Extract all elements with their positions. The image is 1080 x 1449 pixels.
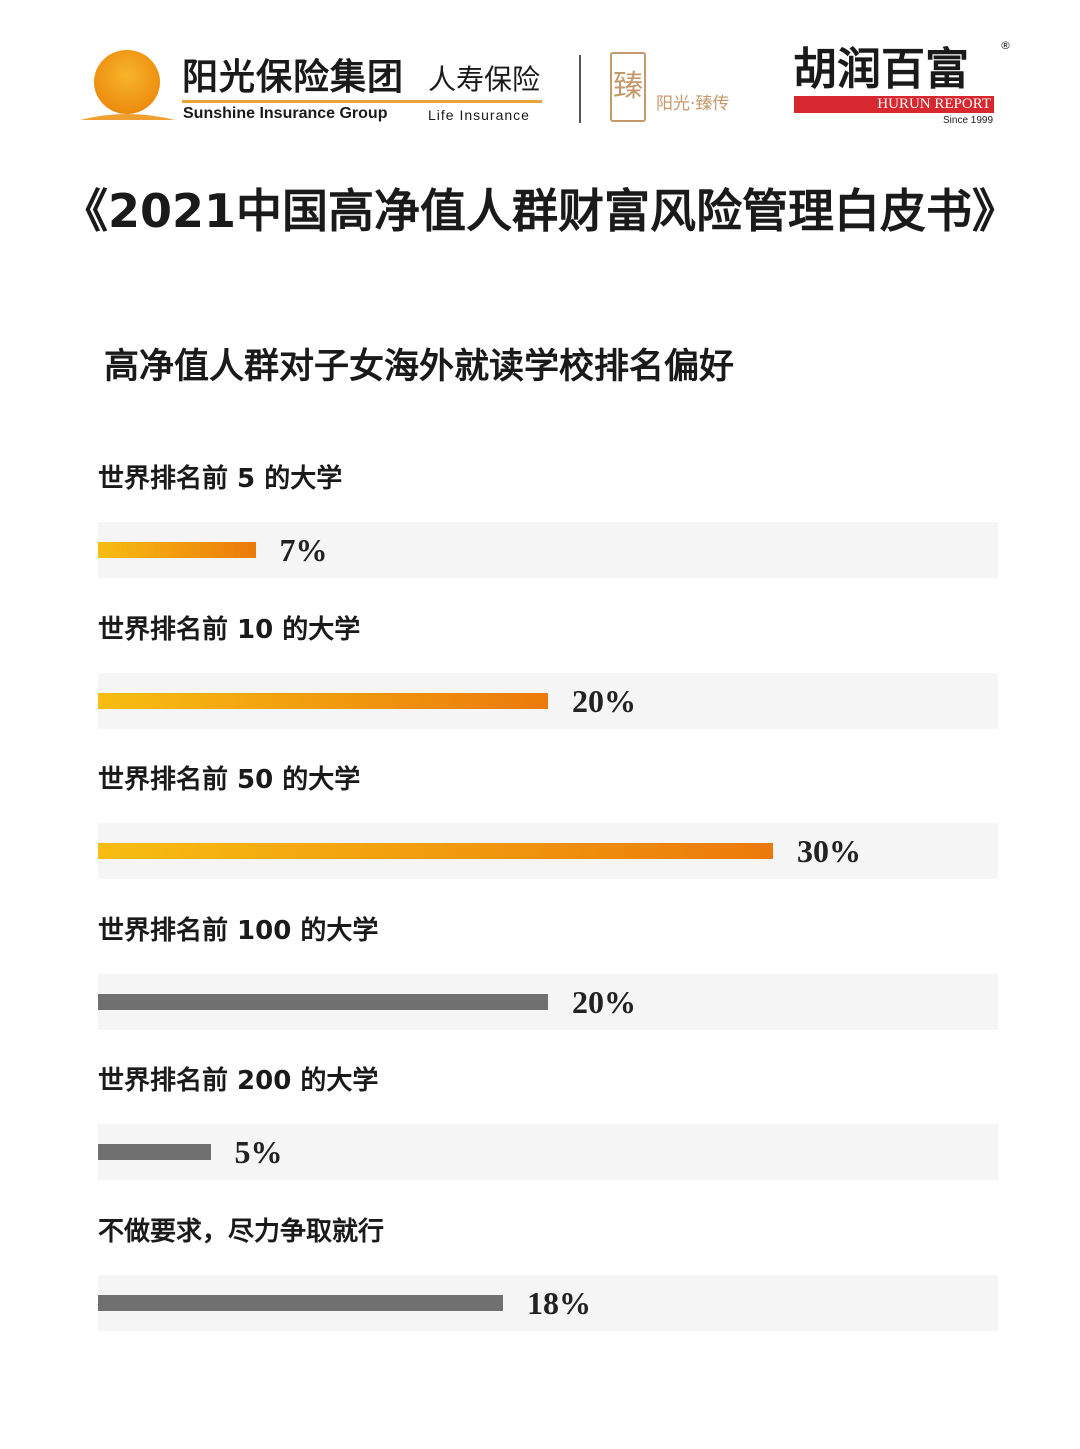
chart-title: 高净值人群对子女海外就读学校排名偏好: [104, 347, 735, 387]
category-label: 世界排名前 200 的大学: [98, 1066, 379, 1096]
bar-track: 7%: [98, 522, 998, 578]
bar-track: 18%: [98, 1274, 998, 1331]
bar: [98, 1144, 211, 1160]
sunshine-brand-cn: 阳光保险集团: [182, 57, 405, 98]
brand-underline: [182, 100, 542, 103]
bar: [98, 843, 773, 859]
bar-track: 30%: [98, 823, 998, 879]
bar-track: 20%: [98, 973, 998, 1030]
value-label: 5%: [234, 1134, 283, 1170]
life-insurance-en: Life Insurance: [428, 107, 530, 123]
category-label: 世界排名前 100 的大学: [98, 915, 379, 946]
category-label: 不做要求，尽力争取就行: [98, 1216, 385, 1247]
bar: [98, 993, 548, 1010]
value-label: 18%: [527, 1284, 591, 1321]
value-label: 20%: [572, 983, 636, 1020]
hurun-logo-cn: 胡润百富: [793, 44, 969, 95]
registered-mark: ®: [1000, 39, 1011, 52]
category-label: 世界排名前 10 的大学: [98, 614, 361, 645]
category-label: 世界排名前 5 的大学: [98, 464, 343, 494]
life-insurance-cn: 人寿保险: [428, 63, 541, 96]
hurun-since: Since 1999: [943, 115, 994, 126]
sunshine-logo-icon: [80, 50, 175, 120]
value-label: 30%: [797, 833, 861, 869]
zhenchuan-text: 阳光·臻传: [656, 94, 730, 114]
bar-track: 20%: [98, 672, 998, 729]
bar: [98, 1294, 503, 1311]
category-label: 世界排名前 50 的大学: [98, 765, 361, 795]
hurun-report-banner: HURUN REPORT: [794, 96, 994, 113]
page-title: 《2021中国高净值人群财富风险管理白皮书》: [61, 184, 1019, 238]
bar: [98, 692, 548, 709]
bar: [98, 542, 256, 558]
bar-track: 5%: [98, 1124, 998, 1180]
logo-divider: [579, 55, 581, 123]
sunshine-brand-en: Sunshine Insurance Group: [183, 105, 388, 122]
value-label: 20%: [572, 682, 636, 719]
zhenchuan-seal-logo: 臻: [610, 52, 646, 122]
value-label: 7%: [279, 532, 328, 568]
